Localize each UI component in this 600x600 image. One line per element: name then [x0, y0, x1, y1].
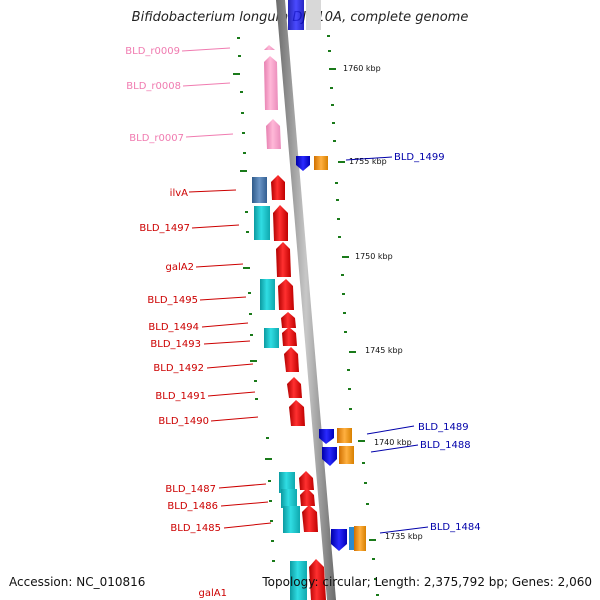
cds-feature-bld-1493[interactable]: [282, 327, 297, 346]
cds-feature-bld-1497[interactable]: [273, 205, 288, 241]
gene-label[interactable]: galA1: [199, 588, 227, 599]
rrna-features: [264, 45, 281, 149]
rrna-feature-bld-r0008[interactable]: [264, 56, 278, 110]
gene-label[interactable]: BLD_1490: [158, 416, 209, 427]
gene-label[interactable]: BLD_1487: [165, 484, 216, 495]
cds-feature-bld-1487[interactable]: [299, 471, 314, 490]
scale-label-kbp: 1750 kbp: [355, 252, 393, 261]
rrna-feature-bld-r0007[interactable]: [266, 119, 281, 149]
left-leader-lines: [181, 47, 272, 529]
cds-feature-bld-1485[interactable]: [302, 505, 318, 532]
gene-label[interactable]: BLD_1494: [148, 322, 199, 333]
cds-feature[interactable]: [279, 472, 295, 493]
gene-label[interactable]: BLD_1499: [394, 152, 445, 163]
rrna-feature-bld-r0009[interactable]: [264, 45, 275, 50]
cds-feature-bld-1490[interactable]: [289, 400, 305, 426]
cds-feature-bld-1491[interactable]: [287, 377, 302, 398]
outer-cds-features: [296, 156, 366, 551]
genome-backbone: [276, 0, 336, 600]
right-gene-labels: BLD_1499 BLD_1489 BLD_1488 BLD_1484: [394, 152, 481, 533]
right-leader-lines: [345, 156, 429, 534]
cds-feature[interactable]: [337, 428, 352, 443]
gene-feature[interactable]: [306, 0, 321, 30]
outer-scale-ticks: [327, 35, 379, 596]
gene-feature[interactable]: [288, 0, 304, 30]
gene-label[interactable]: BLD_r0008: [126, 81, 181, 92]
cds-feature[interactable]: [260, 279, 275, 310]
scale-label-kbp: 1760 kbp: [343, 64, 381, 73]
cds-feature[interactable]: [252, 177, 267, 203]
scale-label-kbp: 1755 kbp: [349, 157, 387, 166]
cds-feature-gala2[interactable]: [276, 242, 291, 277]
inner-scale-ticks: [233, 37, 275, 562]
scale-label-kbp: 1745 kbp: [365, 346, 403, 355]
cyan-cds-features: [252, 177, 307, 600]
cds-feature[interactable]: [283, 506, 300, 533]
gene-label[interactable]: ilvA: [170, 188, 188, 199]
cds-feature-bld-1499[interactable]: [296, 156, 310, 171]
scale-label-kbp: 1740 kbp: [374, 438, 412, 447]
gene-label[interactable]: BLD_1493: [150, 339, 201, 350]
cds-feature-bld-1494[interactable]: [281, 312, 296, 328]
scale-label-kbp: 1735 kbp: [385, 532, 423, 541]
gene-label[interactable]: BLD_1486: [167, 501, 218, 512]
left-gene-labels: BLD_r0009 BLD_r0008 BLD_r0007 ilvA BLD_1…: [125, 46, 227, 599]
red-cds-features: [271, 175, 326, 600]
cds-feature-gala1[interactable]: [309, 559, 326, 600]
cds-feature-bld-1492[interactable]: [284, 347, 299, 372]
gene-label[interactable]: BLD_r0007: [129, 133, 184, 144]
cds-feature[interactable]: [339, 446, 354, 464]
cds-feature[interactable]: [349, 527, 354, 550]
cds-feature-bld-1489[interactable]: [319, 429, 334, 444]
gene-label[interactable]: BLD_1495: [147, 295, 198, 306]
cds-feature[interactable]: [254, 206, 270, 240]
cds-feature-bld-1486[interactable]: [300, 488, 315, 506]
cds-feature[interactable]: [264, 328, 279, 348]
cds-feature[interactable]: [314, 156, 328, 170]
genome-summary-text: Topology: circular; Length: 2,375,792 bp…: [262, 575, 592, 589]
cds-feature[interactable]: [354, 526, 366, 551]
cds-feature-ilva[interactable]: [271, 175, 285, 200]
cds-feature[interactable]: [290, 561, 307, 600]
gene-label[interactable]: BLD_1485: [170, 523, 221, 534]
gene-label[interactable]: BLD_1488: [420, 440, 471, 451]
cds-feature-bld-1484[interactable]: [331, 529, 347, 551]
cds-feature-bld-1495[interactable]: [278, 279, 294, 310]
accession-text: Accession: NC_010816: [9, 575, 146, 589]
cds-feature-bld-1488[interactable]: [322, 447, 337, 466]
gene-label[interactable]: BLD_1489: [418, 422, 469, 433]
gene-label[interactable]: BLD_1484: [430, 522, 481, 533]
gene-label[interactable]: BLD_1491: [155, 391, 206, 402]
gene-label[interactable]: BLD_1497: [139, 223, 190, 234]
cds-feature[interactable]: [281, 489, 297, 508]
gene-label[interactable]: BLD_1492: [153, 363, 204, 374]
gene-label[interactable]: BLD_r0009: [125, 46, 180, 57]
gene-label[interactable]: galA2: [166, 262, 194, 273]
